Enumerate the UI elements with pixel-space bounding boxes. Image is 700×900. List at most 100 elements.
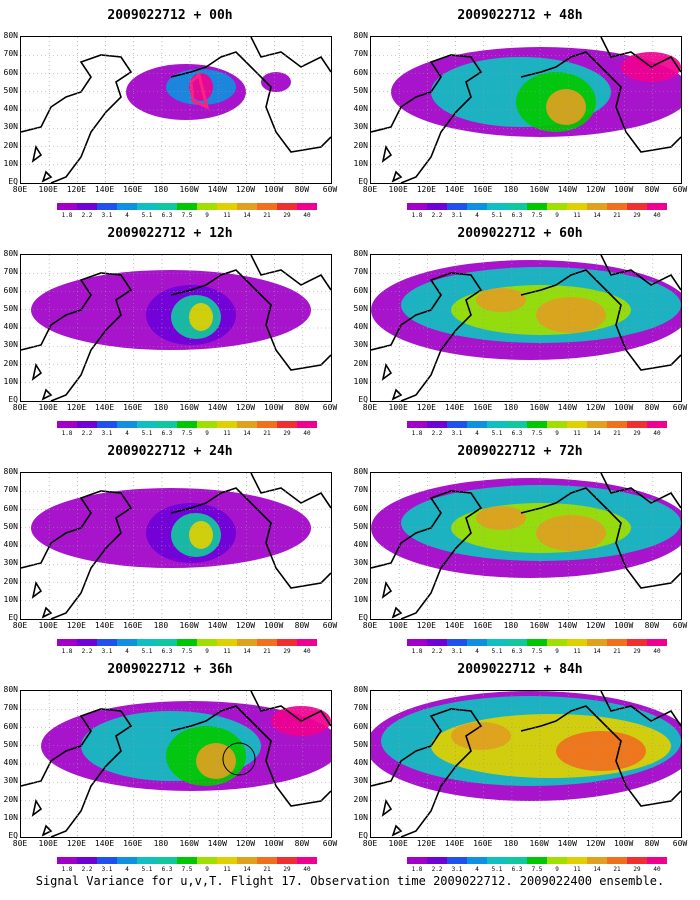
colorbar-label: 3.1 bbox=[101, 648, 113, 655]
lon-tick-label: 160W bbox=[529, 621, 549, 630]
lon-tick-label: 140E bbox=[94, 185, 115, 194]
map-svg bbox=[21, 691, 331, 837]
colorbar-label: 7.5 bbox=[181, 866, 193, 873]
colorbar-swatch bbox=[277, 639, 297, 646]
lon-tick-label: 100E bbox=[38, 839, 58, 848]
lon-tick-label: 60W bbox=[322, 621, 338, 630]
lon-tick-label: 80W bbox=[294, 403, 310, 412]
lon-tick-label: 80E bbox=[362, 403, 378, 412]
colorbar-label: 6.3 bbox=[511, 648, 523, 655]
coastline bbox=[600, 255, 681, 291]
coastline bbox=[170, 487, 331, 589]
lat-tick-label: 40N bbox=[3, 540, 18, 549]
coastline bbox=[31, 798, 43, 817]
lon-tick-label: 60W bbox=[672, 185, 688, 194]
lon-tick-label: 60W bbox=[322, 185, 338, 194]
lat-tick-label: 40N bbox=[3, 322, 18, 331]
coastline bbox=[381, 362, 393, 381]
lon-tick-label: 80W bbox=[644, 839, 660, 848]
colorbar-label: 5.1 bbox=[491, 866, 503, 873]
lat-tick-label: 50N bbox=[3, 739, 18, 749]
colorbar-swatch bbox=[427, 421, 447, 428]
lon-tick-label: 80W bbox=[294, 185, 310, 194]
colorbar-swatch bbox=[587, 421, 607, 428]
variance-contour bbox=[556, 731, 646, 771]
coastline bbox=[170, 51, 331, 153]
colorbar-label: 4 bbox=[125, 648, 129, 655]
lon-tick-label: 140E bbox=[94, 621, 115, 630]
colorbar-label: 11 bbox=[573, 866, 581, 873]
colorbar-label: 9 bbox=[205, 212, 209, 219]
colorbar-label: 6.3 bbox=[511, 866, 523, 873]
colorbar bbox=[57, 203, 317, 210]
colorbar-swatch bbox=[237, 857, 257, 864]
colorbar-swatch bbox=[297, 639, 317, 646]
colorbar-swatch bbox=[157, 857, 177, 864]
variance-map bbox=[20, 472, 332, 620]
colorbar-swatch bbox=[97, 421, 117, 428]
lat-tick-label: 20N bbox=[3, 576, 18, 586]
colorbar-label: 40 bbox=[653, 430, 661, 437]
lon-tick-label: 120E bbox=[416, 839, 436, 848]
colorbar-swatch bbox=[197, 421, 217, 428]
colorbar-label: 11 bbox=[573, 212, 581, 219]
lon-tick-label: 80W bbox=[644, 185, 660, 194]
colorbar-swatch bbox=[567, 857, 587, 864]
lon-tick-label: 160W bbox=[179, 185, 199, 194]
colorbar-label: 2.2 bbox=[81, 648, 93, 655]
colorbar-swatch bbox=[197, 857, 217, 864]
coastline bbox=[381, 798, 393, 817]
colorbar-swatch bbox=[137, 203, 157, 210]
colorbar-swatch bbox=[217, 203, 237, 210]
coastline bbox=[21, 54, 133, 183]
colorbar-swatch bbox=[627, 421, 647, 428]
colorbar-swatch bbox=[627, 857, 647, 864]
lon-tick-label: 140W bbox=[557, 185, 577, 194]
lat-tick-label: 10N bbox=[3, 812, 18, 822]
colorbar-swatch bbox=[467, 857, 487, 864]
lon-tick-label: 100E bbox=[38, 403, 58, 412]
lon-tick-label: 120W bbox=[585, 403, 606, 412]
lat-tick-label: EQ bbox=[8, 613, 18, 622]
lon-tick-label: 160W bbox=[529, 839, 549, 848]
colorbar-swatch bbox=[97, 203, 117, 210]
lat-tick-label: 20N bbox=[353, 576, 368, 586]
colorbar-swatch bbox=[217, 857, 237, 864]
lon-tick-label: 120W bbox=[585, 839, 606, 848]
map-svg bbox=[371, 691, 681, 837]
lat-tick-label: 80N bbox=[353, 249, 368, 258]
panel-title: 2009022712 + 12h bbox=[107, 226, 233, 241]
colorbar-label: 29 bbox=[633, 212, 641, 219]
colorbar-swatch bbox=[237, 421, 257, 428]
colorbar-swatch bbox=[117, 639, 137, 646]
colorbar-swatch bbox=[587, 857, 607, 864]
lat-tick-label: 60N bbox=[353, 503, 368, 513]
lat-tick-label: 50N bbox=[3, 85, 18, 95]
variance-contour bbox=[196, 743, 236, 779]
colorbar-swatch bbox=[647, 421, 667, 428]
colorbar-swatch bbox=[507, 857, 527, 864]
coastline bbox=[391, 170, 403, 183]
colorbar-swatch bbox=[57, 421, 77, 428]
colorbar-label: 40 bbox=[653, 212, 661, 219]
colorbar-swatch bbox=[427, 203, 447, 210]
colorbar-label: 7.5 bbox=[531, 866, 543, 873]
lat-tick-label: EQ bbox=[358, 613, 368, 622]
lat-tick-label: 60N bbox=[3, 503, 18, 513]
lat-tick-label: 70N bbox=[353, 485, 368, 495]
lon-tick-label: 80E bbox=[362, 185, 378, 194]
colorbar-swatch bbox=[277, 857, 297, 864]
colorbar-label: 9 bbox=[205, 648, 209, 655]
colorbar-swatch bbox=[177, 421, 197, 428]
colorbar-swatch bbox=[587, 203, 607, 210]
lat-tick-label: 60N bbox=[3, 67, 18, 77]
map-svg bbox=[21, 255, 331, 401]
map-panel: 2009022712 + 72h 80N 70N 60N 50N 40N 30N 20N 10N… bbox=[350, 444, 690, 655]
lat-tick-label: 20N bbox=[3, 358, 18, 368]
colorbar-swatch bbox=[297, 857, 317, 864]
panel-title: 2009022712 + 24h bbox=[107, 444, 233, 459]
coastline bbox=[31, 362, 43, 381]
colorbar-label: 2.2 bbox=[431, 212, 443, 219]
coastline bbox=[170, 269, 331, 371]
variance-contour bbox=[189, 521, 213, 549]
